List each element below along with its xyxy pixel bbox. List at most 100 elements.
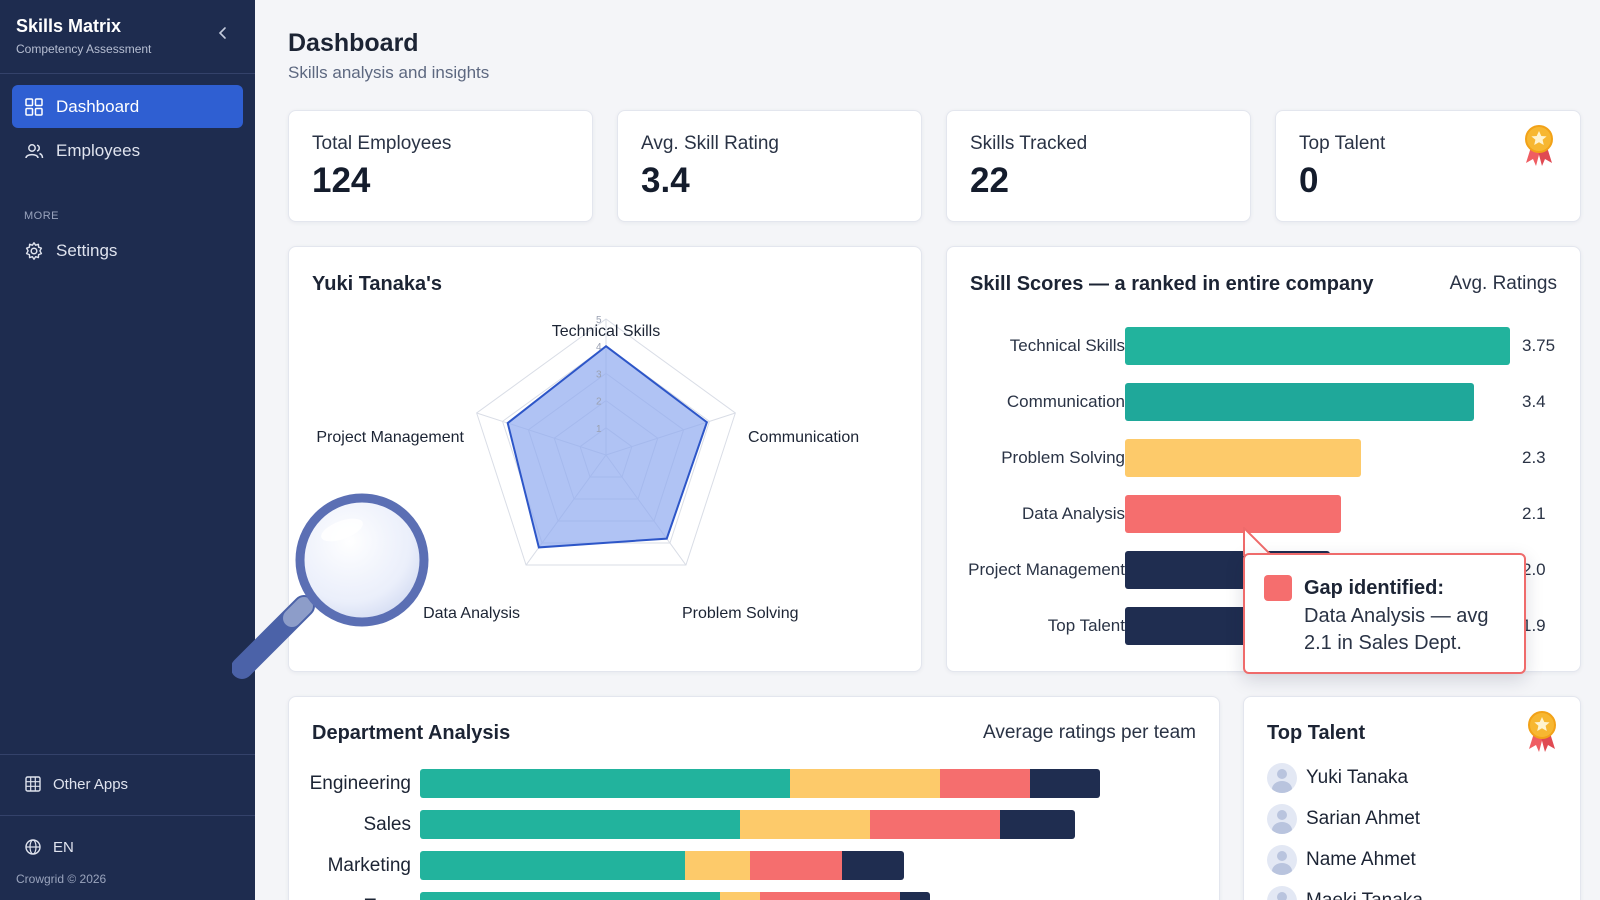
stacked-bar-segment <box>740 810 870 839</box>
other-apps-link[interactable]: Other Apps <box>24 775 128 793</box>
stacked-bar-segment <box>720 892 760 900</box>
bar-category-label: Problem Solving <box>1001 448 1125 467</box>
radar-tick-label: 1 <box>596 424 602 435</box>
department-stacked-bar[interactable] <box>420 892 930 900</box>
department-title: Department Analysis <box>312 722 511 744</box>
chevron-left-icon[interactable] <box>214 24 232 42</box>
skill-bar[interactable] <box>1125 439 1362 477</box>
talent-name: Name Ahmet <box>1306 849 1416 870</box>
apps-grid-icon <box>25 776 41 792</box>
sidebar-item-employees[interactable]: Employees <box>12 129 243 172</box>
talent-list-item[interactable]: Sarian Ahmet <box>1267 804 1420 834</box>
sidebar-divider <box>0 73 255 74</box>
stat-label: Top Talent <box>1299 133 1386 154</box>
stacked-bar-segment <box>1000 810 1075 839</box>
language-selector[interactable]: EN <box>24 838 74 856</box>
department-subtitle: Average ratings per team <box>983 722 1196 743</box>
department-label: Sales <box>363 814 411 835</box>
radar-grid-ring <box>476 318 736 566</box>
bar-category-label: Communication <box>1006 392 1125 411</box>
stacked-bar-segment <box>685 851 750 880</box>
stacked-bar-segment <box>842 851 904 880</box>
sidebar-item-label: Employees <box>56 140 141 160</box>
bar-value-label: 1.9 <box>1522 616 1546 635</box>
top-talent-card: Top Talent Yuki Tanaka Sarian Ahmet Name… <box>1243 696 1581 900</box>
skill-scores-subtitle: Avg. Ratings <box>1449 273 1557 294</box>
skill-scores-title: Skill Scores — a ranked in entire compan… <box>970 273 1374 295</box>
avatar <box>1267 886 1297 900</box>
dashboard-grid-icon <box>25 97 43 116</box>
avatar <box>1267 763 1297 793</box>
talent-name: Yuki Tanaka <box>1306 767 1409 788</box>
sidebar-divider <box>0 815 255 816</box>
tooltip-text: Data Analysis — avg 2.1 in Sales Dept. <box>1304 605 1489 654</box>
radar-category-label: Data Analysis <box>423 605 520 622</box>
bar-value-label: 3.75 <box>1522 336 1556 355</box>
talent-list-item[interactable]: Yuki Tanaka <box>1267 763 1408 793</box>
department-label: Marketing <box>327 855 411 876</box>
page-subtitle: Skills analysis and insights <box>288 63 490 82</box>
stacked-bar-segment <box>1030 769 1100 798</box>
page-title: Dashboard <box>288 29 419 57</box>
radar-series-area <box>506 344 709 549</box>
bar-value-label: 3.4 <box>1522 392 1546 411</box>
radar-tick-label: 2 <box>596 397 602 408</box>
stat-label: Avg. Skill Rating <box>641 133 779 154</box>
bar-value-label: 2.0 <box>1522 560 1546 579</box>
brand-subtitle: Competency Assessment <box>16 42 152 56</box>
bar-category-label: Project Management <box>968 560 1125 579</box>
other-apps-label: Other Apps <box>53 775 129 793</box>
stacked-bar-segment <box>870 810 1000 839</box>
stacked-bar-segment <box>900 892 930 900</box>
sidebar-divider <box>0 754 255 755</box>
stat-value: 22 <box>970 161 1009 200</box>
award-medal-icon <box>1525 125 1553 166</box>
skill-bar[interactable] <box>1125 327 1510 365</box>
tooltip-title: Gap identified: <box>1304 577 1444 599</box>
skill-bar[interactable] <box>1125 495 1341 533</box>
stacked-bar-segment <box>420 769 790 798</box>
stat-card-top-talent: Top Talent 0 <box>1275 110 1581 222</box>
stat-value: 0 <box>1299 161 1319 200</box>
bar-category-label: Top Talent <box>1047 616 1125 635</box>
stacked-bar-segment <box>940 769 1030 798</box>
department-analysis-card: Department Analysis Average ratings per … <box>288 696 1220 900</box>
radar-category-label: Project Management <box>316 429 464 446</box>
stat-value: 124 <box>312 161 371 200</box>
avatar <box>1267 804 1297 834</box>
talent-list-item[interactable]: Name Ahmet <box>1267 845 1416 875</box>
department-stacked-bar[interactable] <box>420 851 904 880</box>
radar-tick-label: 3 <box>596 369 602 380</box>
bar-value-label: 2.1 <box>1522 504 1546 523</box>
stacked-bar-segment <box>750 851 842 880</box>
radar-category-label: Communication <box>748 429 859 446</box>
sidebar: Skills Matrix Competency Assessment Dash… <box>0 0 255 900</box>
skill-bar[interactable] <box>1125 383 1475 421</box>
department-stacked-bar[interactable] <box>420 769 1100 798</box>
stat-label: Total Employees <box>312 133 452 154</box>
radar-tick-label: 5 <box>596 315 602 326</box>
stacked-bar-segment <box>420 892 720 900</box>
sidebar-item-settings[interactable]: Settings <box>12 229 243 272</box>
department-stacked-bar[interactable] <box>420 810 1075 839</box>
magnifier-icon <box>232 493 429 679</box>
radar-chart-title: Yuki Tanaka's <box>312 273 443 295</box>
department-label: Team <box>365 896 411 900</box>
stat-card-avg-skill-rating: Avg. Skill Rating 3.4 <box>617 110 922 222</box>
stat-label: Skills Tracked <box>970 133 1088 154</box>
talent-list-item[interactable]: Maeki Tanaka <box>1267 886 1423 900</box>
stacked-bar-segment <box>420 851 685 880</box>
stacked-bar-segment <box>790 769 940 798</box>
stacked-bar-segment <box>420 810 740 839</box>
sidebar-item-label: Settings <box>56 240 118 260</box>
sidebar-item-dashboard[interactable]: Dashboard <box>12 85 243 128</box>
stat-value: 3.4 <box>641 161 690 200</box>
tooltip-color-swatch <box>1264 575 1292 601</box>
gap-tooltip: Gap identified: Data Analysis — avg 2.1 … <box>1243 553 1526 674</box>
stat-card-skills-tracked: Skills Tracked 22 <box>946 110 1251 222</box>
avatar <box>1267 845 1297 875</box>
top-talent-title: Top Talent <box>1267 722 1366 744</box>
users-icon <box>25 143 44 158</box>
radar-tick-label: 4 <box>596 342 602 353</box>
